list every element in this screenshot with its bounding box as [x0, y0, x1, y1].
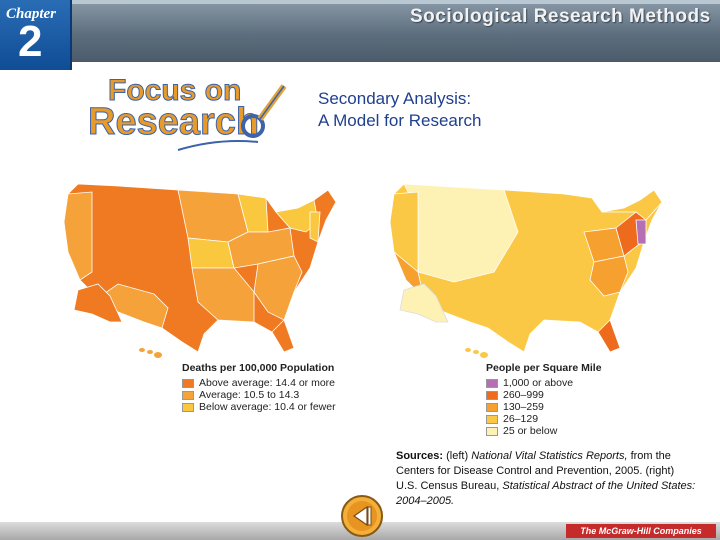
right-legend-item: 260–999 [486, 389, 602, 401]
logo-line2: Research [88, 101, 259, 143]
sources-text-1: (left) [443, 450, 472, 462]
us-map-population-density [389, 183, 663, 358]
left-legend-title: Deaths per 100,000 Population [182, 362, 335, 374]
us-map-hawaii [465, 348, 488, 358]
legend-swatch [486, 402, 498, 412]
legend-swatch [486, 426, 498, 436]
sources-text-2: from the Centers for Disease Control and… [396, 450, 675, 492]
legend-label: Above average: 14.4 or more [199, 377, 335, 389]
legend-label: Below average: 10.4 or fewer [199, 401, 336, 413]
legend-swatch [182, 390, 194, 400]
left-legend-item: Average: 10.5 to 14.3 [182, 389, 336, 401]
legend-swatch [486, 390, 498, 400]
legend-label: 260–999 [503, 389, 544, 401]
logo-line1: Focus on [108, 74, 241, 107]
sources-caption: Sources: (left) National Vital Statistic… [396, 449, 696, 509]
left-map-legend: Deaths per 100,000 Population Above aver… [182, 362, 336, 413]
us-map-hawaii [139, 348, 162, 358]
feature-title: Secondary Analysis: A Model for Research [318, 88, 618, 132]
focus-on-research-logo: Focus on Research [88, 74, 287, 151]
sources-label: Sources: [396, 450, 444, 462]
feature-title-line2: A Model for Research [318, 111, 482, 130]
publisher-logo: The McGraw-Hill Companies [566, 524, 716, 538]
right-map-legend: People per Square Mile 1,000 or above 26… [486, 362, 602, 437]
legend-label: 130–259 [503, 401, 544, 413]
us-map-alaska [73, 283, 123, 323]
sources-italic-2: Statistical Abstract of the United State… [396, 480, 696, 507]
header-shine [70, 0, 720, 4]
legend-swatch [182, 402, 194, 412]
chapter-number: 2 [18, 17, 43, 66]
sources-italic-1: National Vital Statistics Reports, [471, 450, 628, 462]
chapter-label: Chapter [6, 6, 57, 22]
right-legend-title: People per Square Mile [486, 362, 602, 374]
feature-title-line1: Secondary Analysis: [318, 89, 472, 108]
right-legend-item: 25 or below [486, 425, 602, 437]
us-map-death-rates [63, 183, 337, 358]
us-map-mainland [63, 183, 337, 353]
header-bar: Sociological Research Methods [0, 0, 720, 62]
back-button[interactable] [340, 494, 384, 538]
us-map-alaska [399, 283, 449, 323]
header-title: Sociological Research Methods [410, 6, 711, 27]
back-arrow-icon [352, 505, 368, 527]
legend-swatch [486, 414, 498, 424]
right-legend-item: 26–129 [486, 413, 602, 425]
legend-label: 25 or below [503, 425, 558, 437]
us-map-mainland [389, 183, 663, 353]
right-legend-item: 130–259 [486, 401, 602, 413]
legend-label: 26–129 [503, 413, 539, 425]
legend-label: Average: 10.5 to 14.3 [199, 389, 300, 401]
left-legend-item: Below average: 10.4 or fewer [182, 401, 336, 413]
magnifier-icon [241, 84, 287, 138]
left-legend-item: Above average: 14.4 or more [182, 377, 336, 389]
chapter-badge: Chapter 2 [0, 0, 72, 70]
right-legend-item: 1,000 or above [486, 377, 602, 389]
legend-label: 1,000 or above [503, 377, 574, 389]
legend-swatch [182, 378, 194, 388]
legend-swatch [486, 378, 498, 388]
